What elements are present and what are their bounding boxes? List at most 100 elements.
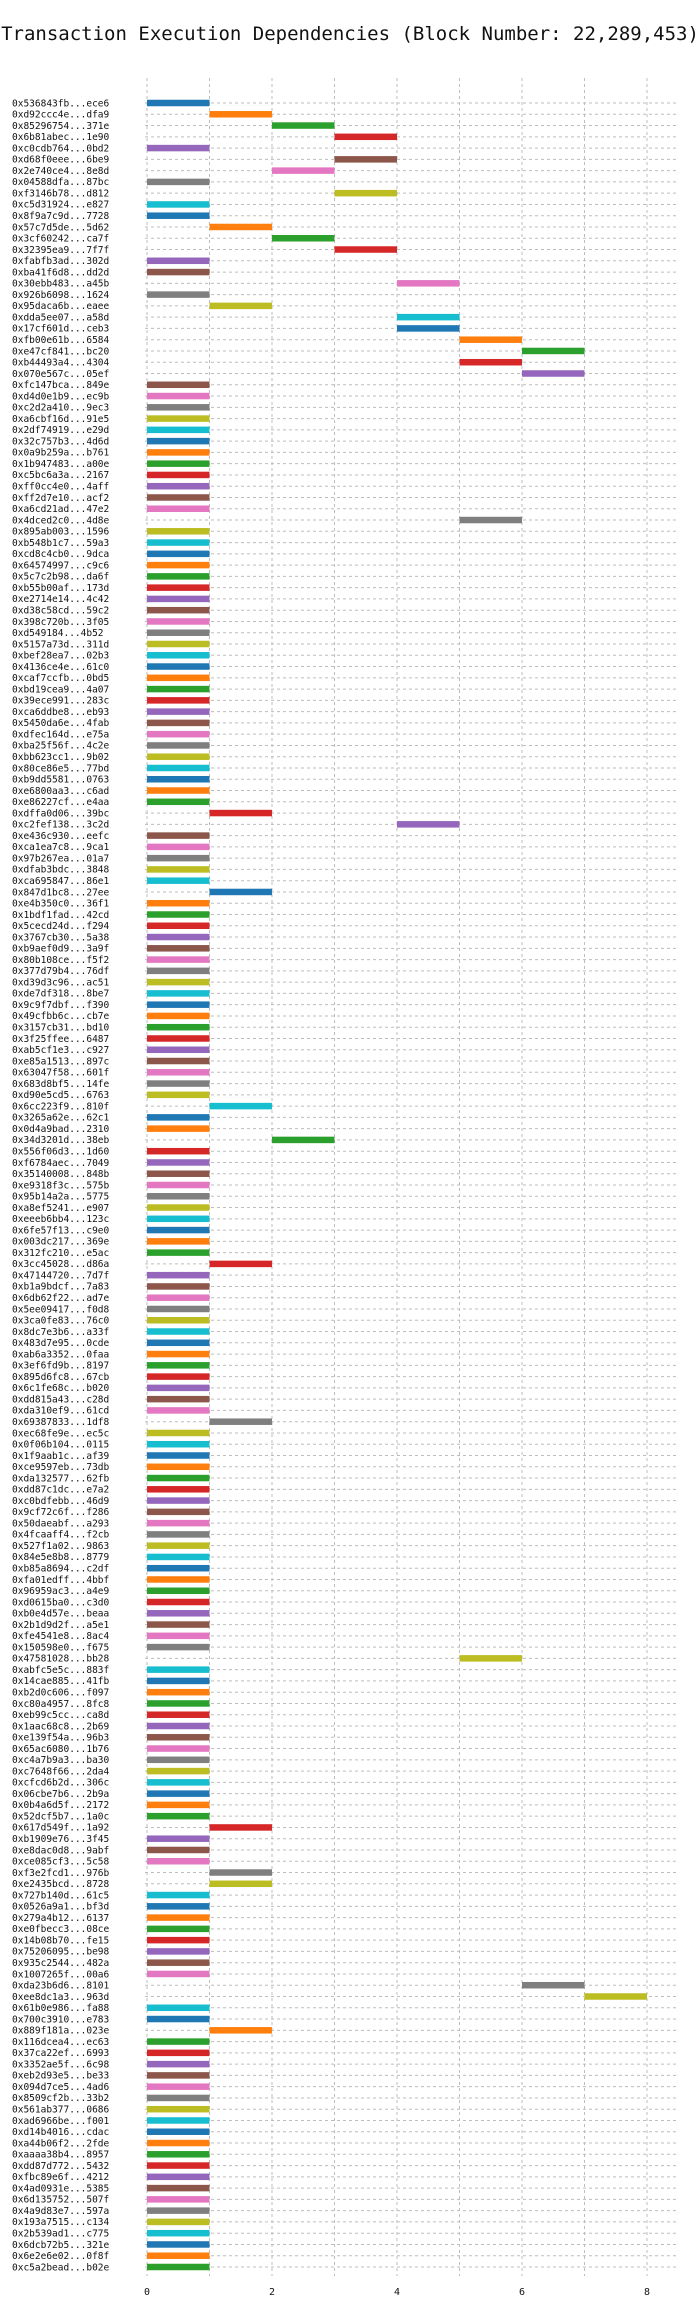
transaction-label: 0xd4d0e1b9...ec9b [12,391,110,402]
transaction-label: 0x49cfbb6c...cb7e [12,1011,110,1022]
transaction-label: 0x6d135752...507f [12,2195,109,2206]
transaction-bar [147,674,210,682]
x-tick-label: 6 [519,2287,525,2298]
transaction-bar [147,1350,210,1358]
transaction-bar [147,1598,210,1606]
transaction-bar [147,595,210,603]
transaction-label: 0xe2714e14...4c42 [12,594,109,605]
transaction-bar [397,325,460,332]
transaction-bar [147,1610,210,1617]
transaction-label: 0x5450da6e...4fab [12,718,110,729]
transaction-label: 0x69387833...1df8 [12,1417,110,1428]
transaction-label: 0x4136ce4e...61c0 [12,662,110,673]
transaction-label: 0xff2d7e10...acf2 [12,493,109,504]
transaction-label: 0xcfcd6b2d...306c [12,1778,109,1789]
transaction-label: 0x80b108ce...f5f2 [12,955,109,966]
transaction-bar [147,1936,210,1944]
transaction-bar [147,2184,210,2192]
transaction-bar [147,685,210,693]
transaction-label: 0xa44b06f2...2fde [12,2138,110,2149]
transaction-bar [147,2038,210,2045]
transaction-bar [147,1170,210,1177]
transaction-bar [147,1395,210,1403]
transaction-label: 0xc5a2bead...b02e [12,2262,110,2273]
transaction-label: 0xa6cbf16d...91e5 [12,414,109,425]
transaction-label: 0xeb99c5cc...ca8d [12,1710,109,1721]
transaction-label: 0x97b267ea...01a7 [12,853,109,864]
transaction-label: 0xb1909e76...3f45 [12,1834,109,1845]
transaction-bar [209,1260,272,1268]
x-tick-label: 0 [144,2287,150,2298]
transaction-label: 0x14b08b70...fe15 [12,1935,109,1946]
transaction-bar [147,1069,210,1076]
transaction-bar [147,449,210,456]
transaction-label: 0x483d7e95...0cde [12,1338,110,1349]
transaction-bar [334,133,397,141]
transaction-bar [147,922,210,930]
transaction-bar [147,1688,210,1696]
transaction-label: 0xf3146b78...d812 [12,188,109,199]
transaction-label: 0x6b81abec...1e90 [12,132,110,143]
transaction-bar [147,843,210,851]
transaction-label: 0x39ece991...283c [12,696,109,707]
transaction-bar [147,1181,210,1189]
transaction-bar [147,1125,210,1132]
transaction-bar [147,1305,210,1313]
transaction-bar [147,2196,210,2203]
transaction-bar [272,235,335,242]
transaction-label: 0x32395ea9...7f7f [12,245,109,256]
transaction-label: 0x4dced2c0...4d8e [12,515,110,526]
transaction-bar [147,1035,210,1042]
transaction-label: 0xd39d3c96...ac51 [12,977,110,988]
transaction-bar [397,313,460,321]
transaction-label: 0x0b4a6d5f...2172 [12,1800,109,1811]
transaction-label: 0x3ca0fe83...76c0 [12,1316,110,1327]
transaction-bar [147,2162,210,2169]
transaction-bar [147,1531,210,1538]
transaction-label: 0x150598e0...f675 [12,1642,109,1653]
transaction-label: 0x50daeabf...a293 [12,1518,109,1529]
transaction-bar [272,167,335,174]
transaction-bar [147,257,210,265]
transaction-label: 0x536843fb...ece6 [12,98,110,109]
transaction-label: 0xb548b1c7...59a3 [12,538,109,549]
transaction-bar [147,1407,210,1414]
transaction-bar [147,2151,210,2158]
transaction-label: 0xde7df318...8be7 [12,989,109,1000]
transaction-bar [147,1474,210,1482]
x-tick-label: 8 [644,2287,650,2298]
transaction-label: 0x0d4a9bad...2310 [12,1124,110,1135]
transaction-label: 0x61b0e986...fa88 [12,2003,110,2014]
transaction-label: 0xca695847...86e1 [12,876,110,887]
transaction-label: 0xcaf7ccfb...0bd5 [12,673,109,684]
transaction-label: 0x3265a62e...62c1 [12,1113,110,1124]
transaction-label: 0x64574997...c9c6 [12,560,110,571]
transaction-bar [147,1159,210,1166]
transaction-bar [147,1959,210,1966]
transaction-bar [147,2218,210,2226]
transaction-bar [522,347,585,355]
transaction-label: 0x617d549f...1a92 [12,1823,109,1834]
transaction-bar [147,1508,210,1516]
transaction-label: 0xce085cf3...5c58 [12,1857,110,1868]
transaction-label: 0xca6ddbe8...eb93 [12,707,109,718]
transaction-label: 0x6c1fe68c...b020 [12,1383,110,1394]
transaction-bar [147,505,210,512]
transaction-bar [147,1519,210,1527]
transaction-label: 0xe86227cf...e4aa [12,797,109,808]
transaction-bar [522,370,585,377]
transaction-label: 0xe139f54a...96b3 [12,1733,109,1744]
transaction-label: 0xc2fef138...3c2d [12,820,109,831]
transaction-label: 0xb0e4d57e...beaa [12,1609,109,1620]
transaction-bar [147,764,210,772]
transaction-label: 0x95b14a2a...5775 [12,1192,109,1203]
transaction-label: 0x5cecd24d...f294 [12,921,110,932]
transaction-bar [147,2083,210,2090]
transaction-label: 0x2df74919...e29d [12,425,109,436]
transaction-label: 0x561ab377...0686 [12,2105,110,2116]
transaction-bar [459,358,522,366]
transaction-label: 0xad6966be...f001 [12,2116,110,2127]
transaction-bar [147,719,210,727]
transaction-bar [209,223,272,231]
transaction-bar [147,1542,210,1549]
